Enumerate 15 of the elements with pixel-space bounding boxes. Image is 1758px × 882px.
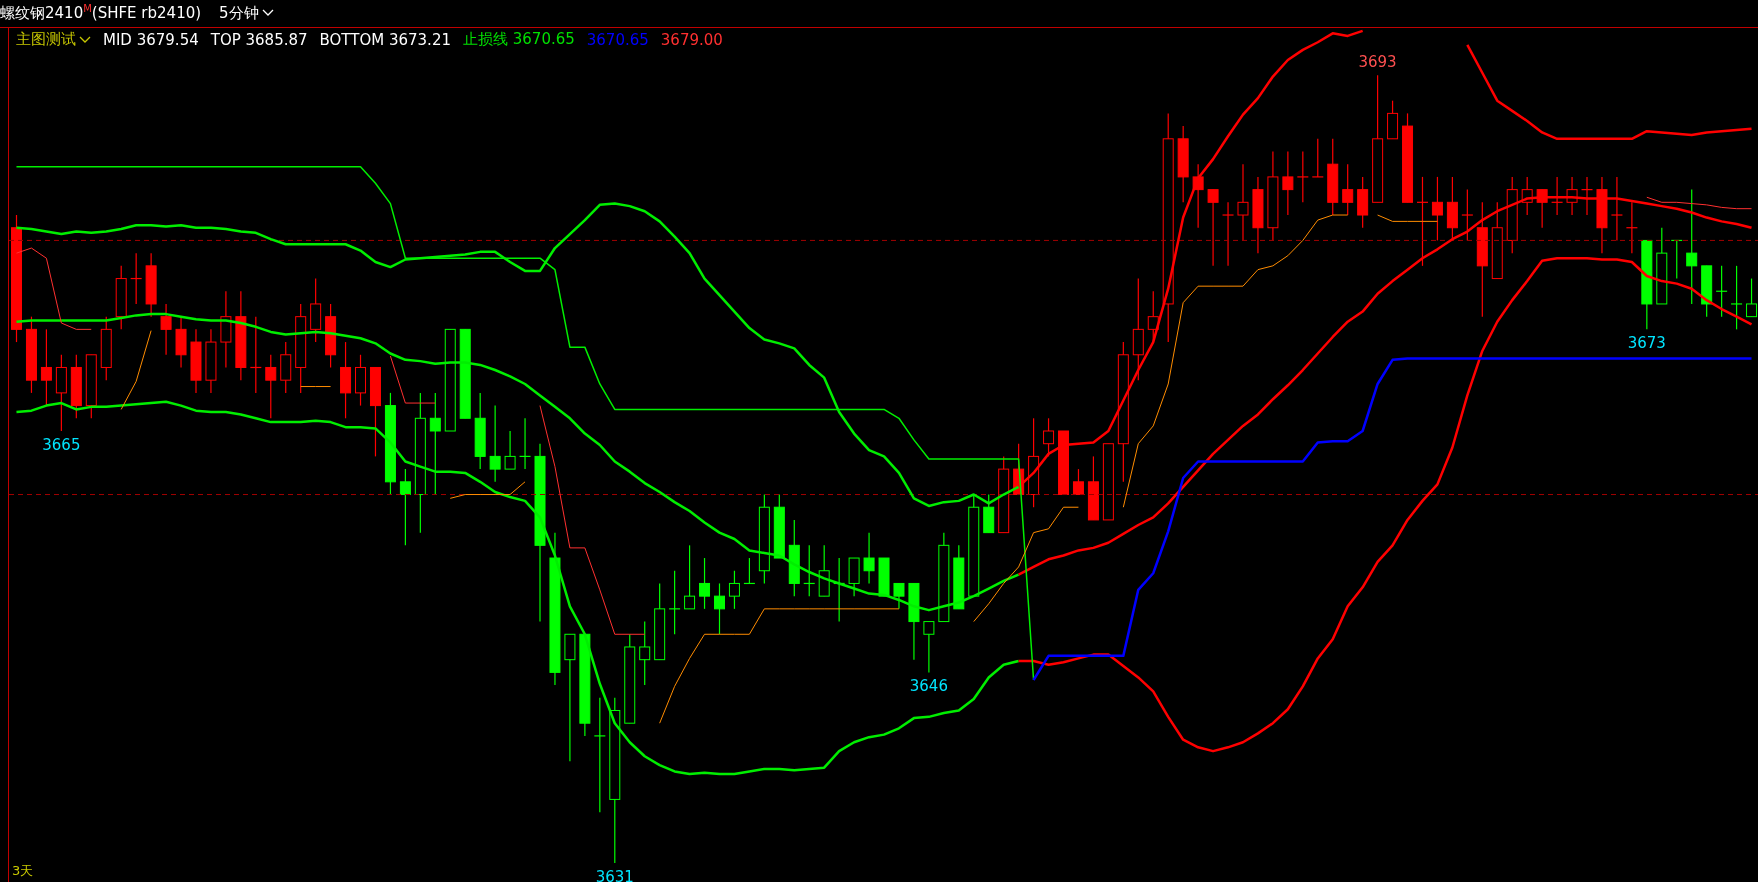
annotation: 3665 [42, 435, 81, 454]
annotation: 3天 [12, 862, 34, 880]
annotation: 3693 [1358, 53, 1397, 72]
annotation: 3646 [909, 677, 948, 696]
annotation: BOTTOM 3673.21 [319, 30, 451, 49]
annotation: 主图测试 [16, 30, 76, 49]
annotation: 止损线 3670.65 [462, 30, 575, 49]
annotation: 3673 [1627, 334, 1666, 353]
annotation: MID 3679.54 [103, 30, 199, 49]
annotation: 3631 [595, 867, 634, 882]
annotation: TOP 3685.87 [210, 30, 308, 49]
chart-title: 螺纹钢2410$^{M}$(SHFE rb2410) [0, 3, 202, 23]
chart-subtitle: 5分钟 [219, 3, 259, 23]
annotation: 3670.65 [586, 30, 649, 49]
annotation: 3679.00 [660, 30, 723, 49]
